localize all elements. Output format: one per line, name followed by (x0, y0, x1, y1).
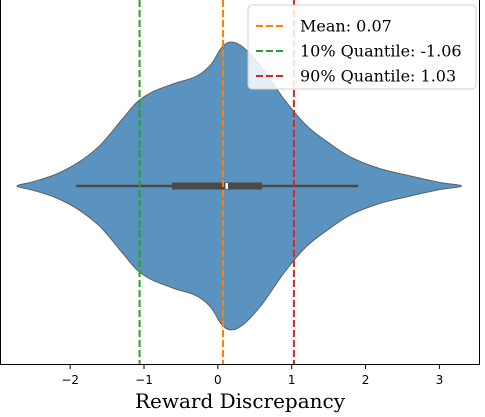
x-tick-label: 1 (288, 373, 296, 387)
legend-box (247, 4, 477, 90)
x-tick-label: 0 (214, 373, 222, 387)
x-ticks: −2 −1 0 1 2 3 (61, 364, 443, 387)
x-tick-label: −2 (61, 373, 79, 387)
axes: −2 −1 0 1 2 3 (0, 0, 480, 387)
x-tick-label: 2 (362, 373, 370, 387)
legend-items: Mean: 0.07 10% Quantile: -1.06 90% Quantil… (256, 17, 462, 86)
legend-label-2: 10% Quantile: -1.06 (300, 42, 462, 61)
box-iqr (172, 182, 263, 190)
x-tick-label: 3 (436, 373, 444, 387)
plot-area (16, 0, 463, 364)
legend-label-3: 90% Quantile: 1.03 (300, 67, 456, 86)
legend: Mean: 0.07 10% Quantile: -1.06 90% Quantil… (247, 4, 477, 90)
x-tick-label: −1 (135, 373, 153, 387)
box-plot (76, 182, 359, 190)
legend-label-1: Mean: 0.07 (300, 17, 392, 36)
x-axis-title: Reward Discrepancy (135, 389, 346, 413)
